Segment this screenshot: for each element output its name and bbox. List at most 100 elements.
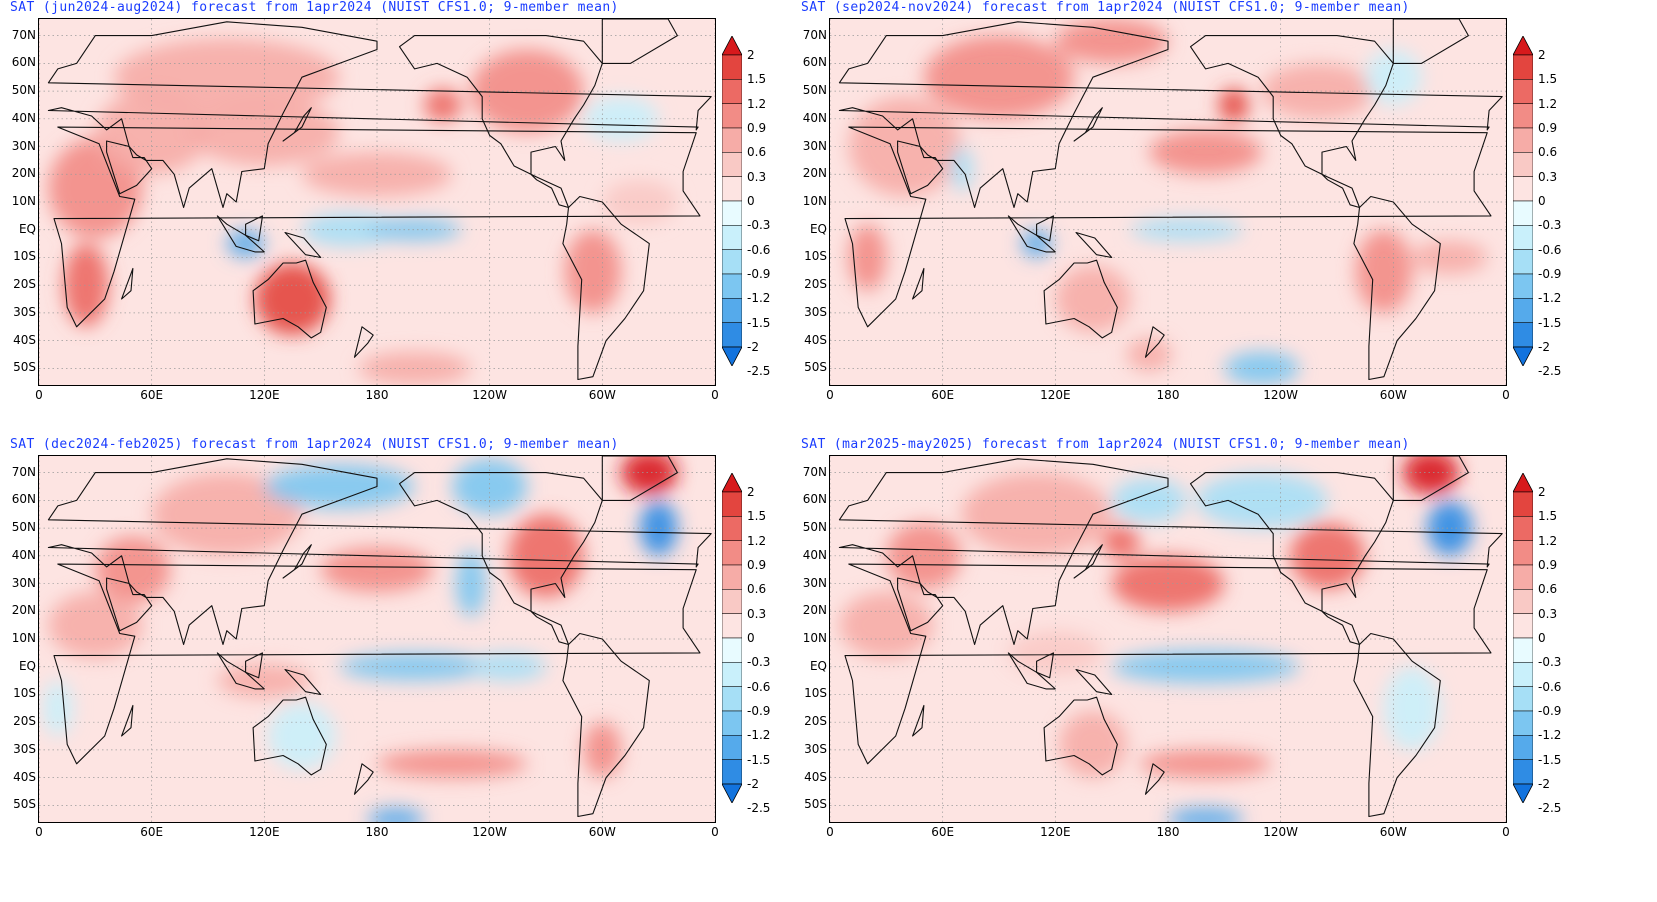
colorbar-bin bbox=[1513, 564, 1533, 590]
latitude-label: 30N bbox=[802, 575, 827, 590]
panel-title: SAT (mar2025-may2025) forecast from 1apr… bbox=[801, 437, 1410, 452]
forecast-panel: SAT (dec2024-feb2025) forecast from 1apr… bbox=[0, 437, 828, 888]
latitude-label: 10S bbox=[804, 686, 827, 701]
anomaly-region bbox=[1102, 525, 1140, 559]
colorbar-label: 0.9 bbox=[1538, 558, 1558, 572]
colorbar-label: 0.6 bbox=[747, 582, 767, 597]
coastline bbox=[245, 652, 264, 679]
anomaly-region bbox=[886, 522, 962, 590]
latitude-label: 30N bbox=[802, 138, 827, 153]
colorbar-bin bbox=[722, 686, 742, 712]
coastline bbox=[897, 140, 944, 195]
colorbar-label: -0.6 bbox=[747, 679, 771, 694]
latitude-label: 60N bbox=[11, 55, 36, 70]
colorbar-label: 2 bbox=[1538, 48, 1546, 62]
colorbar-label: 0.9 bbox=[747, 121, 767, 135]
colorbar-label: -1.2 bbox=[747, 291, 771, 306]
map-frame bbox=[38, 18, 716, 386]
anomaly-region bbox=[639, 500, 678, 556]
latitude-label: 70N bbox=[802, 27, 827, 42]
longitude-label: 0 bbox=[1502, 388, 1510, 402]
coastline bbox=[121, 704, 134, 737]
latitude-label: 40N bbox=[802, 110, 827, 125]
anomaly-region bbox=[1290, 522, 1366, 590]
colorbar-bin bbox=[1513, 322, 1533, 348]
anomaly-region bbox=[1139, 749, 1272, 778]
colorbar-label: -0.3 bbox=[747, 218, 771, 233]
colorbar-label: -1.5 bbox=[747, 315, 771, 330]
colorbar-label: -1.2 bbox=[1538, 728, 1562, 743]
colorbar-bin bbox=[722, 176, 742, 202]
anomaly-region bbox=[1218, 88, 1249, 122]
colorbar-label: 1.2 bbox=[747, 96, 767, 111]
coastline bbox=[1392, 19, 1469, 64]
colorbar-label: -0.6 bbox=[1538, 679, 1562, 694]
anomaly-region bbox=[848, 96, 962, 197]
longitude-label: 180 bbox=[365, 388, 389, 402]
longitude-label: 0 bbox=[35, 825, 43, 839]
colorbar-bin bbox=[722, 491, 742, 517]
coastline bbox=[601, 19, 678, 64]
anomaly-region bbox=[1261, 63, 1375, 119]
colorbar-label: 1.5 bbox=[747, 72, 767, 87]
colorbar-label: 1.2 bbox=[747, 533, 767, 548]
forecast-panel: SAT (sep2024-nov2024) forecast from 1apr… bbox=[791, 0, 1619, 451]
anomaly-region bbox=[1168, 808, 1244, 822]
latitude-label: 10S bbox=[804, 249, 827, 264]
anomaly-region bbox=[602, 179, 678, 225]
coastline bbox=[1007, 652, 1056, 690]
coastline bbox=[284, 231, 322, 259]
anomaly-region bbox=[95, 536, 171, 603]
anomaly-map bbox=[39, 19, 715, 385]
colorbar-label: -1.2 bbox=[747, 728, 771, 743]
colorbar-label: 0.3 bbox=[1538, 606, 1558, 621]
anomaly-region bbox=[226, 229, 265, 258]
longitude-label: 180 bbox=[365, 825, 389, 839]
colorbar-label: 0.6 bbox=[747, 145, 767, 160]
latitude-label: 30N bbox=[11, 138, 36, 153]
longitude-label: 60W bbox=[1379, 825, 1407, 839]
anomaly-region bbox=[564, 229, 622, 313]
colorbar bbox=[722, 36, 742, 366]
latitude-label: 20N bbox=[802, 166, 827, 181]
panel-title: SAT (sep2024-nov2024) forecast from 1apr… bbox=[801, 0, 1410, 15]
latitude-label: 50N bbox=[11, 83, 36, 98]
forecast-panel: SAT (jun2024-aug2024) forecast from 1apr… bbox=[0, 0, 828, 451]
coastline bbox=[398, 472, 603, 646]
latitude-label: 40N bbox=[11, 110, 36, 125]
latitude-label: EQ bbox=[809, 658, 827, 673]
colorbar-label: -0.9 bbox=[747, 266, 771, 281]
colorbar-bin bbox=[1513, 491, 1533, 517]
colorbar-label: -0.6 bbox=[747, 242, 771, 257]
coastline bbox=[912, 267, 925, 300]
colorbar-label: -1.5 bbox=[747, 752, 771, 767]
latitude-label: 50N bbox=[11, 520, 36, 535]
panel-title: SAT (jun2024-aug2024) forecast from 1apr… bbox=[10, 0, 619, 15]
colorbar-label: -2.5 bbox=[1538, 364, 1562, 379]
coastline bbox=[121, 267, 134, 300]
anomaly-region bbox=[848, 224, 887, 291]
longitude-label: 60W bbox=[588, 825, 616, 839]
colorbar-bin bbox=[722, 613, 742, 639]
colorbar-label: -0.3 bbox=[1538, 218, 1562, 233]
colorbar-label: -0.9 bbox=[1538, 703, 1562, 718]
colorbar-label: 1.2 bbox=[1538, 533, 1558, 548]
colorbar-bin bbox=[722, 516, 742, 541]
colorbar-label: 0.6 bbox=[1538, 582, 1558, 597]
longitude-label: 120W bbox=[472, 825, 508, 839]
coastline bbox=[47, 21, 712, 209]
anomaly-region bbox=[377, 749, 528, 778]
anomaly-region bbox=[1149, 129, 1262, 175]
coastline bbox=[252, 259, 327, 339]
colorbar-bin bbox=[1513, 152, 1533, 177]
latitude-label: 60N bbox=[11, 492, 36, 507]
anomaly-region bbox=[1427, 500, 1473, 556]
colorbar-label: 0 bbox=[1538, 631, 1546, 645]
longitude-label: 60E bbox=[931, 388, 955, 402]
colorbar-bin bbox=[722, 127, 742, 153]
colorbar-label: 0 bbox=[1538, 194, 1546, 208]
latitude-label: 70N bbox=[11, 27, 36, 42]
longitude-label: 180 bbox=[1156, 825, 1180, 839]
latitude-label: 20S bbox=[13, 714, 36, 729]
colorbar-label: -1.2 bbox=[1538, 291, 1562, 306]
